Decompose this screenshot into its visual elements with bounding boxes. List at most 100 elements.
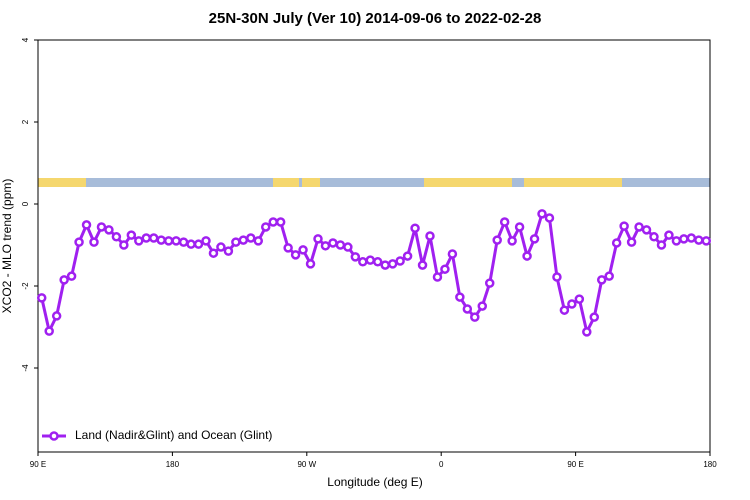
- data-point: [268, 217, 278, 227]
- data-point: [81, 220, 92, 230]
- data-point: [223, 246, 234, 256]
- data-point: [694, 235, 704, 245]
- data-point: [529, 234, 540, 244]
- data-point: [178, 237, 189, 247]
- data-point: [462, 304, 473, 314]
- data-point: [574, 294, 585, 304]
- data-point: [335, 240, 346, 250]
- data-point: [231, 237, 241, 247]
- data-point: [701, 236, 712, 246]
- data-point: [134, 236, 144, 246]
- x-tick-label: 90 E: [567, 460, 583, 469]
- data-point: [417, 260, 428, 270]
- x-tick-label: 180: [166, 460, 180, 469]
- data-point: [589, 312, 600, 322]
- data-point: [201, 236, 211, 246]
- data-point: [582, 327, 592, 337]
- data-point: [410, 223, 420, 233]
- data-point: [320, 241, 331, 251]
- data-point: [380, 260, 390, 270]
- data-point: [507, 236, 517, 246]
- data-point: [395, 256, 405, 266]
- data-point: [358, 257, 368, 267]
- x-tick-label: 0: [439, 460, 444, 469]
- data-point: [74, 237, 84, 247]
- data-point: [111, 232, 122, 242]
- data-point: [440, 264, 450, 274]
- data-point: [492, 235, 502, 245]
- data-point: [216, 242, 226, 252]
- data-point: [298, 245, 308, 255]
- data-point: [499, 217, 510, 227]
- data-point: [44, 326, 54, 336]
- legend-marker: [49, 431, 59, 441]
- chart-title: 25N-30N July (Ver 10) 2014-09-06 to 2022…: [209, 10, 542, 27]
- data-point: [425, 231, 435, 241]
- data-point: [51, 311, 62, 321]
- y-tick-label: 0: [21, 201, 30, 206]
- data-point: [470, 312, 480, 322]
- data-point: [626, 237, 637, 247]
- data-point: [432, 272, 443, 282]
- data-point: [634, 222, 644, 232]
- data-point: [193, 239, 204, 249]
- data-point: [611, 238, 622, 248]
- data-point: [253, 236, 264, 246]
- data-point: [372, 257, 383, 267]
- data-point: [641, 225, 652, 235]
- data-point: [455, 292, 465, 302]
- data-point: [126, 230, 137, 240]
- data-point: [36, 293, 47, 303]
- land-ocean-strip: [38, 178, 710, 187]
- data-point: [163, 236, 174, 246]
- data-point: [141, 233, 152, 243]
- data-point: [186, 239, 196, 249]
- data-point: [649, 232, 659, 242]
- data-point: [671, 236, 682, 246]
- y-tick-label: -4: [21, 364, 30, 372]
- data-point: [156, 235, 166, 245]
- data-point: [686, 233, 697, 243]
- data-point: [664, 230, 674, 240]
- legend-label: Land (Nadir&Glint) and Ocean (Glint): [75, 428, 272, 442]
- data-point: [619, 221, 629, 231]
- x-axis-label: Longitude (deg E): [327, 475, 422, 489]
- data-point: [656, 240, 667, 250]
- data-point: [514, 222, 525, 232]
- data-point: [604, 271, 614, 281]
- data-point: [402, 251, 413, 261]
- data-point: [246, 233, 256, 243]
- x-tick-label: 180: [703, 460, 717, 469]
- data-point: [275, 217, 286, 227]
- data-point: [148, 233, 159, 243]
- data-point: [89, 237, 99, 247]
- data-point: [290, 250, 301, 260]
- x-tick-label: 90 E: [30, 460, 46, 469]
- data-point: [328, 238, 338, 248]
- data-point: [96, 222, 107, 232]
- data-point: [313, 234, 323, 244]
- y-tick-label: -2: [21, 282, 30, 290]
- data-point: [66, 271, 77, 281]
- data-point: [350, 252, 361, 262]
- data-point: [559, 305, 570, 315]
- data-point: [522, 251, 532, 261]
- y-tick-label: 4: [21, 37, 30, 42]
- y-tick-label: 2: [21, 119, 30, 124]
- data-point: [208, 248, 219, 258]
- plot-frame: [37, 39, 711, 453]
- data-point: [537, 209, 547, 219]
- data-point: [305, 259, 316, 269]
- data-point: [238, 235, 249, 245]
- data-point: [477, 301, 488, 311]
- y-axis-label: XCO2 - MLO trend (ppm): [0, 179, 14, 314]
- x-tick-label: 90 W: [297, 460, 316, 469]
- data-point: [365, 255, 376, 265]
- data-point: [552, 272, 562, 282]
- data-point: [567, 299, 577, 309]
- data-point: [260, 222, 271, 232]
- data-point: [596, 275, 607, 285]
- data-point: [104, 225, 114, 235]
- data-point: [59, 275, 69, 285]
